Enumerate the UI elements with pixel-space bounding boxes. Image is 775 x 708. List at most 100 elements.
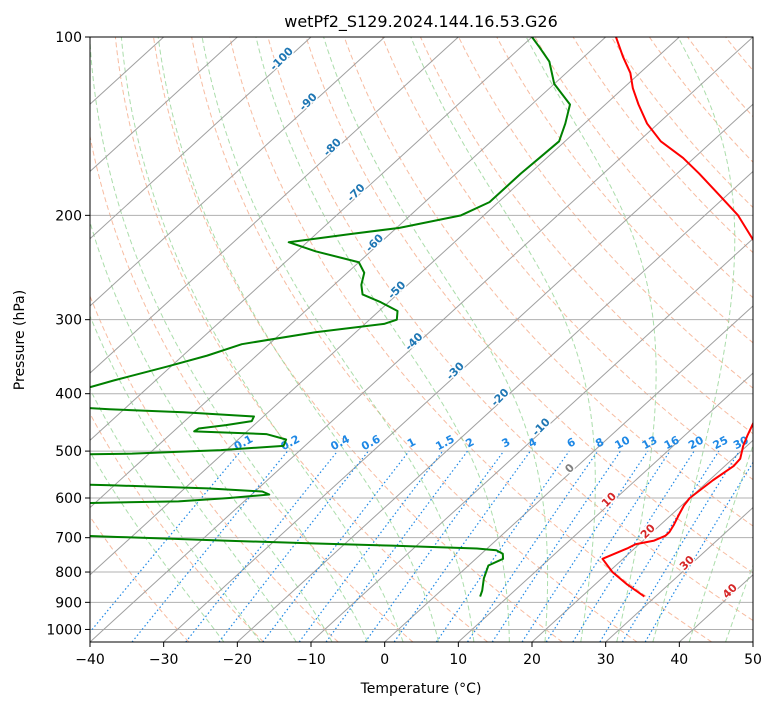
isotherm-label: -90 xyxy=(297,90,320,113)
isotherm-label: -10 xyxy=(530,415,553,438)
x-tick-label: 10 xyxy=(449,652,467,668)
mixing-ratio-line xyxy=(218,450,369,642)
moist-adiabat-line xyxy=(157,37,439,642)
mixing-ratio-label: 16 xyxy=(662,433,682,452)
dry-adiabat-line xyxy=(191,37,638,642)
moist-adiabat-line xyxy=(90,37,369,642)
x-axis-label: Temperature (°C) xyxy=(360,681,482,697)
plot-area: 0.1 0.2 0.4 0.6 1 1.5 2 3 4 6 8 10 13 16 20 25 30 36-100-… xyxy=(90,37,775,642)
reference-line-labels: 0.1 0.2 0.4 0.6 1 1.5 2 3 4 6 8 10 13 16 20 25 30 36-100-… xyxy=(232,43,772,603)
isotherm-label: -60 xyxy=(363,231,386,254)
isotherm-line xyxy=(457,372,753,642)
mixing-ratio-label: 1 xyxy=(405,435,418,450)
moist-adiabat-line xyxy=(90,450,225,642)
y-tick-label: 200 xyxy=(55,208,82,224)
mixing-ratio-line xyxy=(435,450,570,642)
mixing-ratio-line xyxy=(545,450,671,642)
y-tick-label: 700 xyxy=(55,531,82,547)
dry-adiabat-line xyxy=(305,37,753,574)
isotherm-line xyxy=(90,37,533,442)
dry-adiabat-line xyxy=(343,37,753,527)
mixing-ratio-label: 0.4 xyxy=(328,432,352,453)
isotherm-line xyxy=(90,37,386,307)
isotherm-line xyxy=(752,641,753,642)
moist-adiabat-line xyxy=(688,443,753,642)
isotherm-line xyxy=(236,170,753,642)
isotherm-label: -70 xyxy=(344,181,367,204)
isotherm-line xyxy=(90,37,680,576)
dry-adiabat-line xyxy=(381,37,753,481)
x-tick-label: −20 xyxy=(223,652,253,668)
sounding-profiles xyxy=(90,37,753,598)
mixing-ratio-label: 36 xyxy=(752,433,772,452)
moist-adiabat-line xyxy=(90,220,333,642)
mixing-ratio-label: 10 xyxy=(613,433,633,452)
isotherm-line xyxy=(90,37,312,240)
isotherm-line xyxy=(90,37,753,642)
plot-frame xyxy=(89,36,754,643)
y-axis-label: Pressure (hPa) xyxy=(12,290,28,390)
y-tick-label: 900 xyxy=(55,595,82,611)
mixing-ratio-line xyxy=(467,450,599,642)
y-tick-label: 1000 xyxy=(46,622,82,638)
x-tick-label: −30 xyxy=(149,652,179,668)
x-tick-label: 30 xyxy=(597,652,615,668)
isotherm-label: 40 xyxy=(720,581,740,601)
moist-adiabat-line xyxy=(90,314,297,642)
isotherm-gridlines xyxy=(90,37,753,642)
dry-adiabat-line xyxy=(725,37,753,72)
mixing-ratio-line xyxy=(393,450,531,642)
isobar-gridlines xyxy=(90,37,753,630)
moist-adiabat-line xyxy=(323,37,549,642)
y-tick-label: 400 xyxy=(55,387,82,403)
isotherm-line xyxy=(90,37,238,173)
dry-adiabats xyxy=(90,37,753,642)
x-tick-label: −40 xyxy=(75,652,105,668)
x-axis-ticks: −40 −30 −20 −10 0 10 20 30 40 50 xyxy=(75,642,762,668)
mixing-ratio-line xyxy=(644,461,753,642)
isotherm-label: -40 xyxy=(402,330,425,353)
dry-adiabat-line xyxy=(90,515,190,642)
moist-adiabat-line xyxy=(90,388,261,642)
dry-adiabat-line xyxy=(534,37,753,299)
mixing-ratio-label: 0.6 xyxy=(359,432,383,453)
mixing-ratio-label: 6 xyxy=(565,435,578,450)
y-tick-label: 800 xyxy=(55,565,82,581)
mixing-ratio-line xyxy=(491,450,621,642)
y-tick-label: 500 xyxy=(55,444,82,460)
mixing-ratio-label: 0.2 xyxy=(279,432,302,453)
moist-adiabat-line xyxy=(762,37,775,642)
moist-adiabat-line xyxy=(410,37,596,642)
dry-adiabat-line xyxy=(458,37,753,389)
isotherm-line xyxy=(90,37,607,509)
moist-adiabat-line xyxy=(201,37,475,642)
moist-adiabat-line xyxy=(255,37,510,642)
y-tick-label: 600 xyxy=(55,491,82,507)
dry-adiabat-line xyxy=(648,37,753,163)
x-tick-label: 20 xyxy=(523,652,541,668)
dry-adiabat-line xyxy=(420,37,753,435)
isotherm-line xyxy=(384,305,753,642)
moist-adiabats xyxy=(90,37,775,642)
isotherm-line xyxy=(163,103,753,642)
isotherm-line xyxy=(531,439,753,642)
x-tick-label: 0 xyxy=(380,652,389,668)
chart-title: wetPf2_S129.2024.144.16.53.G26 xyxy=(284,12,558,32)
dry-adiabat-line xyxy=(572,37,753,254)
mixing-ratio-line xyxy=(572,450,695,642)
dry-adiabat-line xyxy=(610,37,753,209)
dry-adiabat-line xyxy=(90,133,414,642)
isotherm-label: -80 xyxy=(321,135,344,158)
x-tick-label: −10 xyxy=(296,652,326,668)
moist-adiabat-line xyxy=(120,37,404,642)
dewpoint-profile xyxy=(90,37,571,597)
mixing-ratio-label: 20 xyxy=(686,433,706,452)
dry-adiabat-line xyxy=(687,37,753,118)
moist-adiabat-line xyxy=(725,563,753,642)
x-tick-label: 50 xyxy=(744,652,762,668)
y-tick-label: 100 xyxy=(55,30,82,46)
moist-adiabat-line xyxy=(652,37,736,642)
mixing-ratio-label: 1.5 xyxy=(433,432,456,453)
mixing-ratio-line xyxy=(621,450,740,642)
mixing-ratio-label: 25 xyxy=(711,433,731,452)
